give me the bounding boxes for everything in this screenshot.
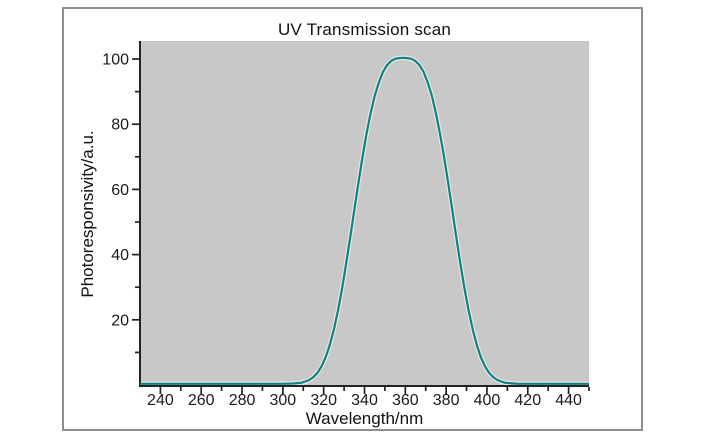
y-tick-label: 60 xyxy=(111,182,129,199)
chart-title: UV Transmission scan xyxy=(277,20,452,39)
x-tick-label: 280 xyxy=(229,392,256,409)
x-tick-label: 420 xyxy=(514,392,541,409)
y-tick-label: 100 xyxy=(102,52,129,69)
x-tick-label: 360 xyxy=(392,392,419,409)
plot-area xyxy=(140,41,589,385)
x-tick-label: 340 xyxy=(351,392,378,409)
axes-group xyxy=(139,41,589,387)
ticks-group xyxy=(132,58,590,394)
tick-labels-group: 240 260 280 300 320 340 360 380 400 420 440 20 40 60 8… xyxy=(102,52,582,410)
curve-group xyxy=(140,56,589,385)
x-tick-label: 260 xyxy=(188,392,215,409)
y-tick-label: 20 xyxy=(111,312,129,329)
x-tick-label: 320 xyxy=(310,392,337,409)
y-axis-title-text: Photoresponsivity/a.u. xyxy=(78,130,97,298)
y-tick-label: 40 xyxy=(111,247,129,264)
x-tick-label: 440 xyxy=(555,392,582,409)
x-tick-label: 400 xyxy=(474,392,501,409)
plot-area-group xyxy=(140,41,589,385)
uv-curve xyxy=(140,56,589,385)
y-tick-label: 80 xyxy=(111,117,129,134)
x-axis-title: Wavelength/nm xyxy=(305,409,424,428)
x-tick-label: 300 xyxy=(270,392,297,409)
x-tick-label: 240 xyxy=(147,392,174,409)
x-tick-label: 380 xyxy=(433,392,460,409)
